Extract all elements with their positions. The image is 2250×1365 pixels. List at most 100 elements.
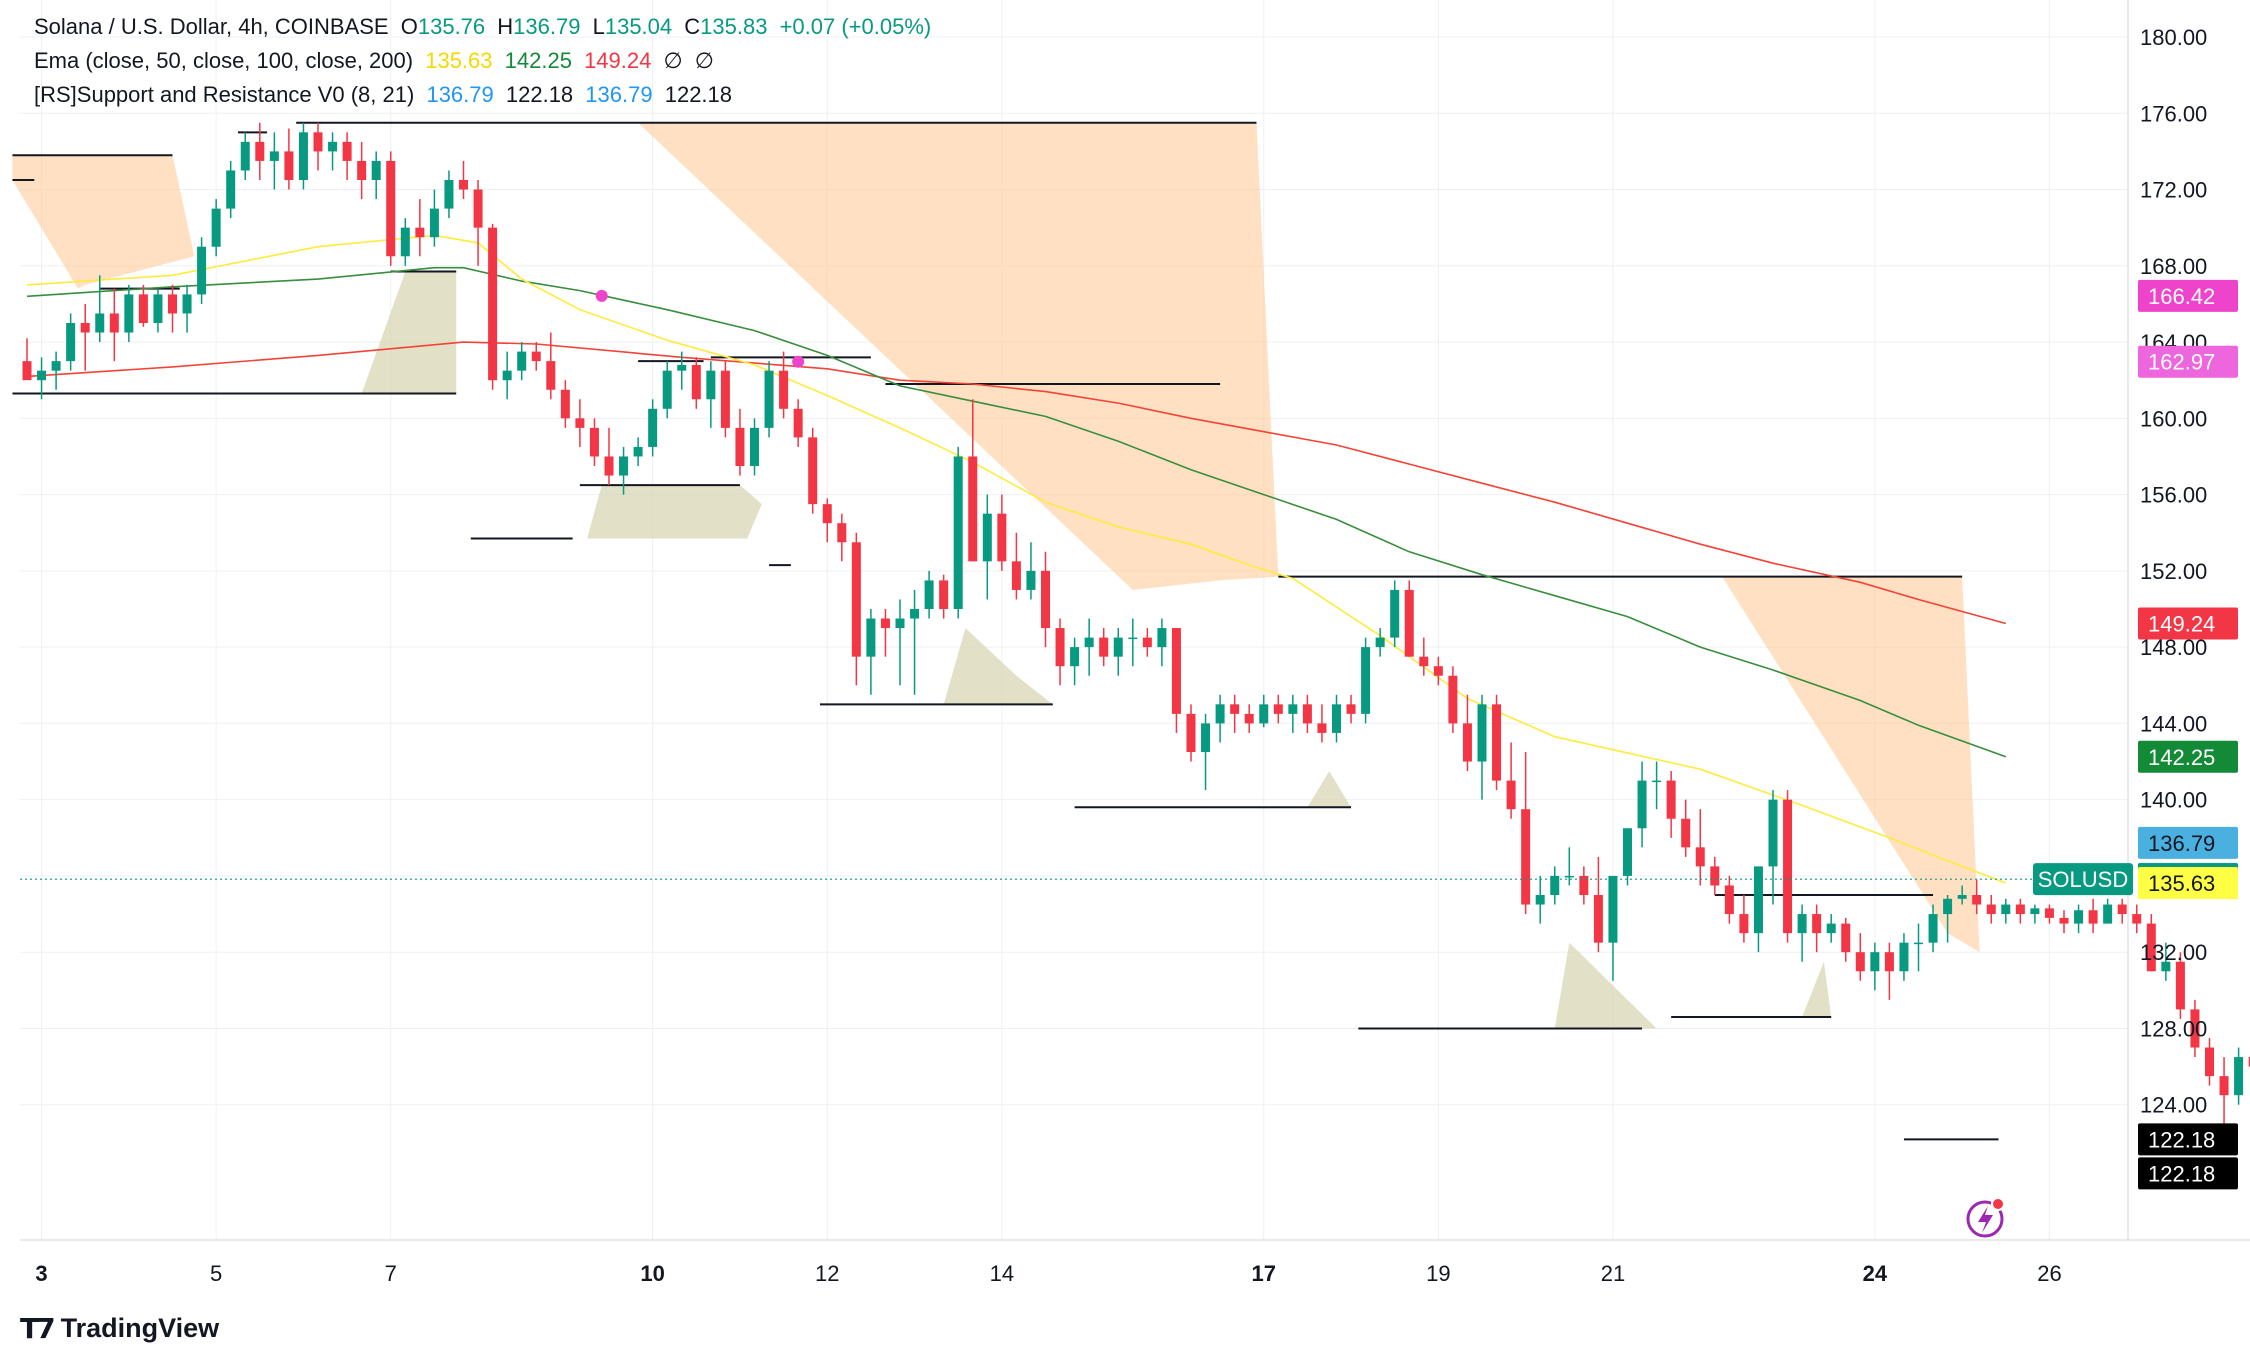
- candle-body: [1361, 647, 1370, 714]
- candle-body: [2001, 905, 2010, 915]
- candle-body: [1565, 876, 1574, 878]
- candle-body: [1448, 676, 1457, 724]
- low-value: 135.04: [605, 14, 672, 39]
- price-tag: 142.25: [2138, 741, 2238, 773]
- tradingview-wordmark: TradingView: [61, 1313, 220, 1344]
- candle-body: [372, 161, 381, 180]
- candle-body: [1754, 866, 1763, 933]
- candle: [284, 129, 293, 190]
- ema-na-2: ∅: [695, 48, 714, 73]
- candle-body: [532, 352, 541, 362]
- candle: [212, 199, 221, 256]
- support-zone: [587, 485, 762, 538]
- candle-body: [1594, 895, 1603, 943]
- candle-body: [430, 209, 439, 238]
- candle-body: [823, 504, 832, 523]
- candle-body: [1798, 914, 1807, 933]
- candle-body: [852, 542, 861, 656]
- candle: [692, 357, 701, 408]
- candle: [896, 599, 905, 685]
- candle: [1652, 762, 1661, 810]
- x-tick-label: 24: [1863, 1261, 1888, 1286]
- candle-body: [1012, 561, 1021, 590]
- candle: [1550, 866, 1559, 904]
- candle-body: [1608, 876, 1617, 943]
- candle-body: [517, 352, 526, 371]
- candle: [343, 132, 352, 180]
- candle: [430, 190, 439, 247]
- support-zone: [362, 272, 457, 394]
- candle: [2234, 1048, 2243, 1105]
- candle: [1899, 933, 1908, 981]
- price-tag-text: 135.63: [2148, 871, 2215, 896]
- x-tick-label: 5: [210, 1261, 222, 1286]
- candle: [823, 498, 832, 542]
- support-zone: [1802, 962, 1831, 1017]
- candle: [721, 361, 730, 437]
- candle-body: [1987, 905, 1996, 915]
- candle-body: [1026, 571, 1035, 590]
- candle-body: [1041, 571, 1050, 628]
- candle-body: [2118, 905, 2127, 915]
- candle: [1987, 895, 1996, 924]
- candle-body: [474, 190, 483, 228]
- candle: [997, 495, 1006, 571]
- price-tag-text: 136.79: [2148, 831, 2215, 856]
- candle: [1070, 638, 1079, 686]
- candle-body: [808, 437, 817, 504]
- x-tick-label: 12: [815, 1261, 839, 1286]
- candle: [1259, 695, 1268, 727]
- candle: [1143, 628, 1152, 657]
- candle: [2045, 905, 2054, 924]
- candle: [575, 399, 584, 447]
- ema-legend[interactable]: Ema (close, 50, close, 100, close, 200) …: [34, 44, 720, 78]
- candle: [1492, 695, 1501, 790]
- candle-body: [1943, 899, 1952, 914]
- candle-body: [1390, 590, 1399, 638]
- candle: [1536, 876, 1545, 924]
- y-tick-label: 152.00: [2140, 559, 2207, 584]
- candle: [168, 285, 177, 333]
- candle: [1347, 695, 1356, 724]
- candle-body: [1201, 723, 1210, 752]
- candle-body: [866, 619, 875, 657]
- candle: [314, 123, 323, 171]
- candle: [634, 437, 643, 466]
- candle: [1041, 552, 1050, 647]
- price-tag-text: 142.25: [2148, 745, 2215, 770]
- y-tick-label: 132.00: [2140, 940, 2207, 965]
- candle-body: [415, 228, 424, 238]
- candle-body: [619, 456, 628, 475]
- candle: [1463, 695, 1472, 771]
- candle-body: [1623, 828, 1632, 876]
- candle: [1274, 695, 1283, 724]
- candle: [750, 418, 759, 475]
- candle-body: [212, 209, 221, 247]
- x-tick-label: 19: [1426, 1261, 1450, 1286]
- ema50-value: 135.63: [425, 48, 492, 73]
- candle-body: [2016, 905, 2025, 915]
- candle-body: [1739, 914, 1748, 933]
- resistance-zone: [12, 155, 194, 288]
- candle: [183, 285, 192, 333]
- price-tag: 122.18: [2138, 1157, 2238, 1189]
- candle-body: [1172, 628, 1181, 714]
- x-tick-label: 7: [385, 1261, 397, 1286]
- candle: [95, 275, 104, 342]
- close-value: 135.83: [700, 14, 767, 39]
- lightning-alert-icon[interactable]: [1968, 1198, 2004, 1236]
- sr-label: [RS]Support and Resistance V0 (8, 21): [34, 82, 414, 107]
- candle-body: [1521, 809, 1530, 904]
- candle-body: [2074, 910, 2083, 923]
- candle-body: [2176, 962, 2185, 1010]
- candle: [1783, 790, 1792, 943]
- candle-body: [328, 142, 337, 152]
- sr-legend[interactable]: [RS]Support and Resistance V0 (8, 21) 13…: [34, 78, 738, 112]
- candle: [1841, 918, 1850, 962]
- candle-body: [794, 409, 803, 438]
- tradingview-logo[interactable]: T7 TradingView: [20, 1312, 219, 1345]
- candle: [2074, 905, 2083, 934]
- candle: [648, 399, 657, 456]
- candle-body: [2132, 914, 2141, 924]
